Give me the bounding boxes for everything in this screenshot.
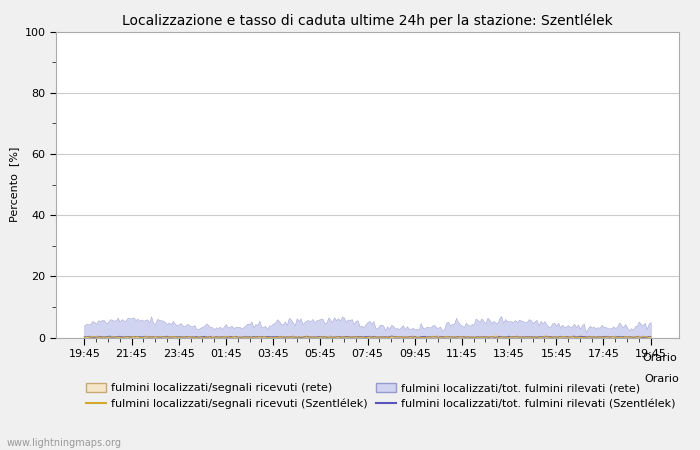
Title: Localizzazione e tasso di caduta ultime 24h per la stazione: Szentlélek: Localizzazione e tasso di caduta ultime … xyxy=(122,13,613,27)
Legend: fulmini localizzati/segnali ricevuti (rete), fulmini localizzati/segnali ricevut: fulmini localizzati/segnali ricevuti (re… xyxy=(87,383,675,410)
Text: Orario: Orario xyxy=(643,353,678,363)
Y-axis label: Percento  [%]: Percento [%] xyxy=(9,147,19,222)
Text: Orario: Orario xyxy=(644,374,679,384)
Text: www.lightningmaps.org: www.lightningmaps.org xyxy=(7,438,122,448)
